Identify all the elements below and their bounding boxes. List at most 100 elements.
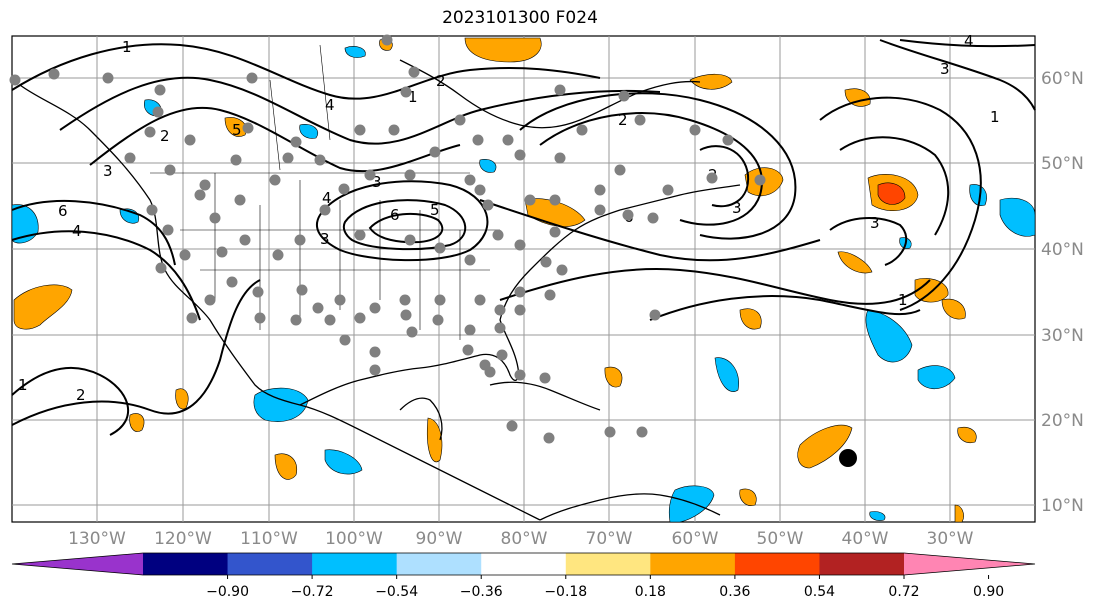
- fill-blue-canada3: [299, 124, 319, 139]
- station-marker: [155, 262, 167, 274]
- colorbar-tick-label: 0.90: [973, 584, 1004, 600]
- lon-label: 80°W: [501, 529, 548, 549]
- station-marker: [246, 72, 258, 84]
- station-marker: [594, 204, 606, 216]
- contour-label: 3: [103, 162, 113, 180]
- station-marker: [312, 302, 324, 314]
- station-marker: [494, 304, 506, 316]
- station-marker: [184, 134, 196, 146]
- fill-blue-canada: [344, 46, 366, 58]
- station-marker: [404, 234, 416, 246]
- map-panel: 1 2 3 4 5 6 1 2 3 4 6 5 4 3 2 1 4 3 1 3 …: [9, 32, 1036, 523]
- colorbar-ticks: −0.90 −0.72 −0.54 −0.36 −0.18 0.18 0.36 0.54 0.7…: [206, 575, 1004, 600]
- fill-orange-mid: [739, 308, 762, 330]
- fill-blue-gulf2: [324, 449, 363, 475]
- station-marker: [474, 184, 486, 196]
- station-marker: [296, 284, 308, 296]
- station-marker: [282, 152, 294, 164]
- fill-blue-greatlakes: [479, 159, 497, 173]
- station-markers: [9, 34, 766, 444]
- station-marker: [269, 174, 281, 186]
- station-marker: [506, 420, 518, 432]
- station-marker: [464, 254, 476, 266]
- station-marker: [540, 256, 552, 268]
- station-marker: [9, 74, 21, 86]
- station-marker: [102, 72, 114, 84]
- fill-orange-azores: [837, 251, 873, 274]
- contour-west-trough1: [11, 199, 176, 266]
- contour-ne-top2: [899, 39, 1036, 48]
- colorbar-extend-min: [12, 553, 143, 575]
- station-marker: [369, 302, 381, 314]
- lon-label: 90°W: [416, 529, 463, 549]
- contour-label: 1: [18, 376, 28, 394]
- station-marker: [594, 184, 606, 196]
- colorbar-extend-max: [904, 553, 1035, 575]
- station-marker: [124, 152, 136, 164]
- station-marker: [186, 312, 198, 324]
- station-marker: [514, 304, 526, 316]
- contour-label: 6: [58, 202, 68, 220]
- station-marker: [254, 312, 266, 324]
- colorbar-outline: [11, 552, 1036, 576]
- station-marker: [334, 294, 346, 306]
- colorbar-tick-label: −0.72: [291, 584, 334, 600]
- station-marker: [484, 366, 496, 378]
- station-marker: [576, 124, 588, 136]
- station-marker: [514, 286, 526, 298]
- station-marker: [294, 234, 306, 246]
- station-marker: [604, 426, 616, 438]
- station-marker: [649, 309, 661, 321]
- contour-lines: [11, 39, 1036, 436]
- contour-label: 4: [72, 222, 82, 240]
- lat-label: 20°N: [1041, 411, 1084, 431]
- fill-orange-trop3: [957, 427, 977, 443]
- contour-3a: [89, 106, 461, 173]
- station-marker: [364, 169, 376, 181]
- colorbar-segment: [819, 553, 905, 575]
- colorbar-tick-label: −0.54: [375, 584, 418, 600]
- contour-cutoff-inner: [368, 212, 444, 244]
- station-marker: [404, 169, 416, 181]
- lon-label: 120°W: [154, 529, 212, 549]
- contour-2a: [59, 76, 661, 145]
- station-marker: [408, 66, 420, 78]
- station-marker: [647, 212, 659, 224]
- station-marker: [494, 322, 506, 334]
- station-marker: [662, 184, 674, 196]
- station-marker: [252, 286, 264, 298]
- latitude-labels: 60°N 50°N 40°N 30°N 20°N 10°N: [1041, 69, 1084, 516]
- station-marker: [239, 234, 251, 246]
- fill-blue-trop2: [917, 365, 956, 390]
- colorbar-tick-label: 0.72: [888, 584, 919, 600]
- lon-label: 100°W: [325, 529, 383, 549]
- station-marker: [492, 229, 504, 241]
- colorbar-segment: [143, 553, 229, 575]
- fill-orange-labrador: [689, 73, 733, 90]
- contour-label: 3: [870, 214, 880, 232]
- coast-sa: [539, 493, 721, 521]
- lat-label: 60°N: [1041, 69, 1084, 89]
- contour-long-north: [479, 199, 821, 262]
- fill-orange-ne-atl2: [941, 298, 966, 320]
- fill-blue-trop3: [668, 485, 715, 523]
- contour-label: 3: [320, 230, 330, 248]
- fill-blue-gulf: [253, 387, 309, 422]
- station-marker: [614, 164, 626, 176]
- station-marker: [544, 289, 556, 301]
- station-marker: [381, 34, 393, 46]
- coast-east: [499, 184, 741, 321]
- lon-label: 70°W: [586, 529, 633, 549]
- station-marker: [204, 294, 216, 306]
- station-marker: [434, 242, 446, 254]
- station-marker: [226, 276, 238, 288]
- lon-label: 50°W: [757, 529, 804, 549]
- fill-red-midatl: [877, 182, 906, 205]
- contour-label: 5: [430, 201, 440, 219]
- contour-label: 4: [964, 32, 974, 50]
- station-marker: [514, 369, 526, 381]
- lon-label: 30°W: [927, 529, 974, 549]
- contour-west-trough4: [11, 279, 261, 426]
- longitude-labels: 130°W 120°W 110°W 100°W 90°W 80°W 70°W 6…: [68, 529, 974, 549]
